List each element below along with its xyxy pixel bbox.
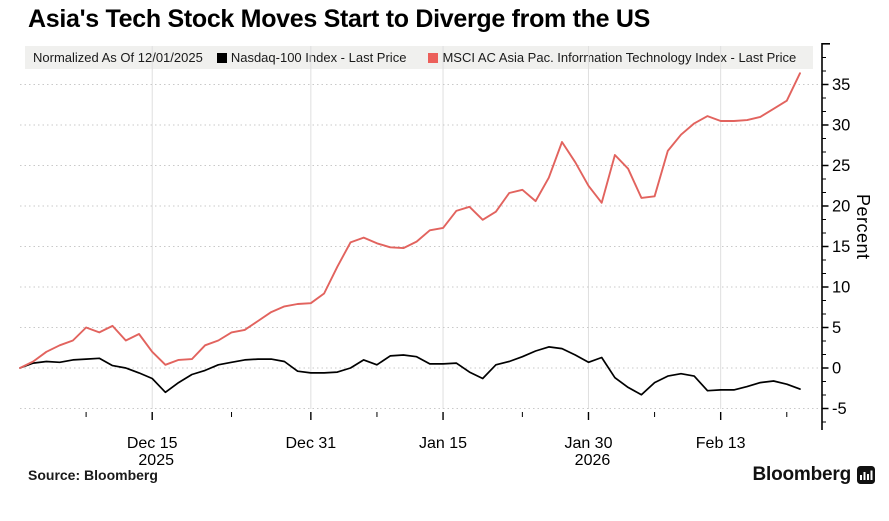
y-tick-label: 35: [832, 76, 850, 94]
y-tick-label: 10: [832, 279, 850, 297]
bloomberg-logo-text: Bloomberg: [752, 464, 852, 485]
legend-note: Normalized As Of 12/01/2025: [33, 50, 203, 65]
series-line-nasdaq: [19, 346, 801, 396]
series-line-msci: [19, 72, 801, 369]
x-tick-label: Dec 31: [285, 435, 336, 452]
y-tick-label: 30: [832, 117, 850, 135]
x-tick-label: Jan 15: [419, 435, 467, 452]
y-tick-label: 25: [832, 157, 850, 175]
y-tick-label: 0: [832, 360, 841, 378]
nasdaq-swatch-icon: [216, 52, 227, 63]
legend-label-nasdaq: Nasdaq-100 Index - Last Price: [230, 50, 407, 65]
chart-legend: Normalized As Of 12/01/2025 Nasdaq-100 I…: [25, 46, 813, 69]
bloomberg-logo: Bloomberg: [753, 464, 875, 486]
bloomberg-terminal-icon: [857, 466, 875, 484]
y-tick-label: 5: [832, 319, 841, 337]
legend-item-nasdaq: Nasdaq-100 Index - Last Price: [216, 50, 407, 65]
x-tick-label: Feb 13: [696, 435, 746, 452]
y-tick-label: 20: [832, 198, 850, 216]
msci-swatch-icon: [428, 52, 439, 63]
legend-item-msci: MSCI AC Asia Pac. Information Technology…: [428, 50, 796, 65]
legend-label-msci: MSCI AC Asia Pac. Information Technology…: [442, 50, 797, 65]
chart-title: Asia's Tech Stock Moves Start to Diverge…: [28, 5, 650, 33]
x-tick-year-label: 2025: [138, 452, 174, 469]
y-tick-label: 15: [832, 238, 850, 256]
x-tick-year-label: 2026: [575, 452, 611, 469]
y-axis-label: Percent: [853, 194, 873, 260]
y-tick-label: -5: [832, 400, 847, 418]
x-tick-label: Jan 30: [564, 435, 612, 452]
x-tick-label: Dec 15: [127, 435, 178, 452]
source-note: Source: Bloomberg: [28, 467, 158, 483]
